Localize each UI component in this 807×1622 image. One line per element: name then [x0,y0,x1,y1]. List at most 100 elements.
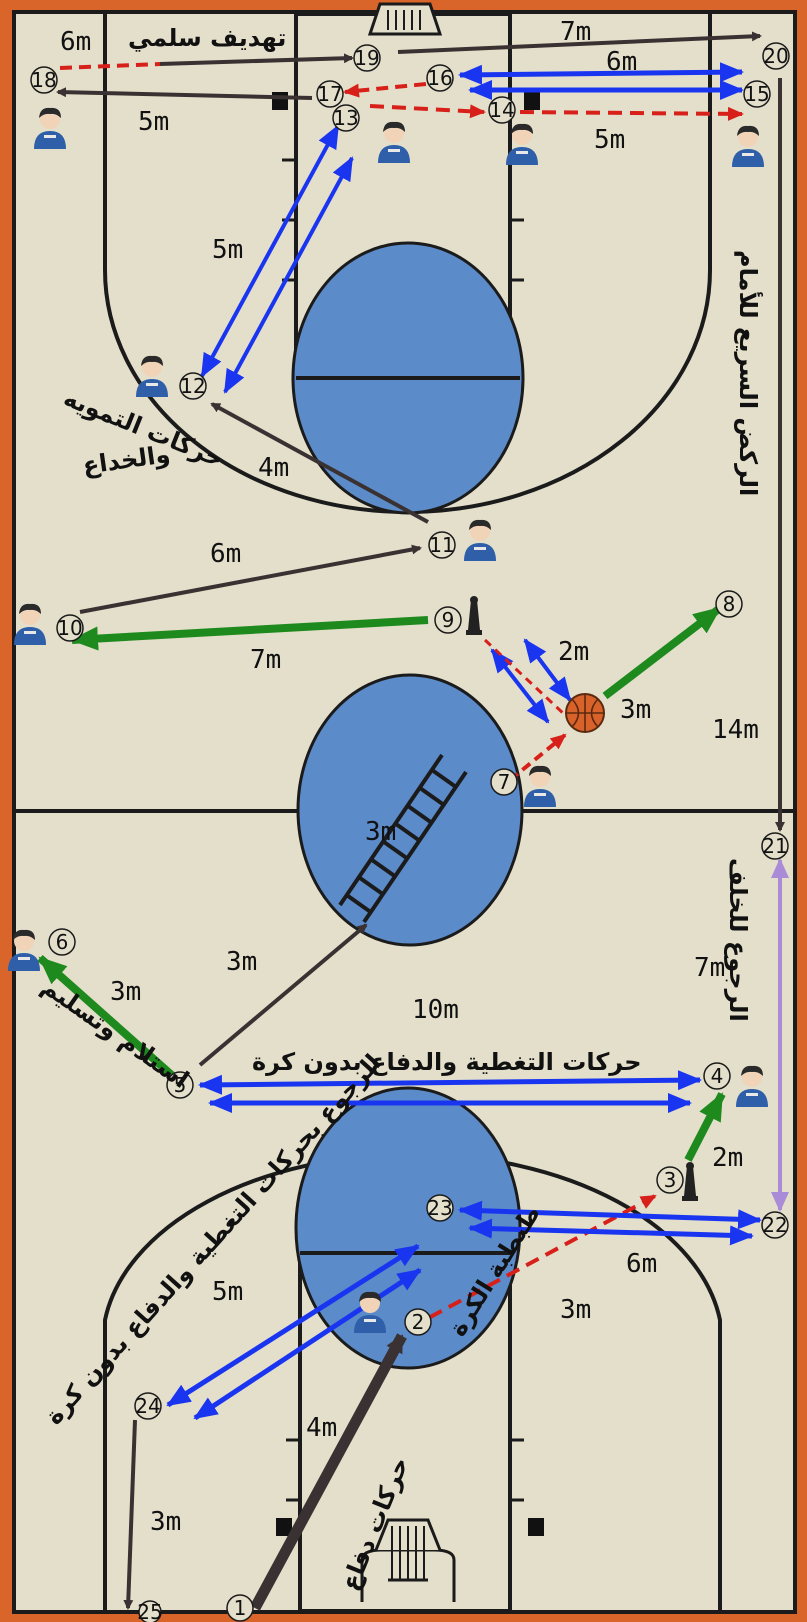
distance-24-25: 3m [150,1507,181,1537]
svg-text:20: 20 [763,44,788,68]
station-16: 16 [426,64,454,92]
arrow-5-6 [37,955,178,1081]
agility-ladder-icon [338,753,468,924]
arrow-18-19-b [159,53,354,66]
label-fast-sprint: الركض السريع للأمام [734,250,763,496]
station-15: 15 [743,80,771,108]
arrow-24-25 [123,1419,137,1610]
distance-5-6: 3m [110,977,141,1007]
block-mark-top-right [524,92,540,110]
svg-text:18: 18 [31,68,56,92]
arrow-10-11 [79,544,422,614]
basket-bottom-icon [360,1518,456,1602]
arrow-15-16-a [458,62,744,85]
distance-15-16: 6m [606,47,637,77]
arrow-ball-9-b [523,638,572,702]
distance-20-21: 14m [712,715,759,745]
station-5: 5 [166,1071,194,1099]
distance-12-13: 5m [212,235,243,265]
svg-text:10: 10 [57,616,82,640]
label-run-back: الرجوع للخلف [724,858,752,1022]
svg-text:11: 11 [429,533,454,557]
svg-text:17: 17 [317,82,342,106]
arrow-17-18 [56,87,313,100]
distance-2-3: 3m [560,1295,591,1325]
distance-21-22: 7m [694,953,725,983]
arrow-23-24-b [193,1267,422,1421]
station-1: 1 [226,1594,254,1622]
station-7: 7 [490,768,518,796]
distance-14-15: 5m [594,125,625,155]
distance-ball-8: 3m [620,695,651,725]
center-circle [296,673,524,947]
station-23: 23 [426,1194,454,1222]
distance-18-19: 6m [60,27,91,57]
svg-text:15: 15 [744,82,769,106]
station-19: 19 [353,44,381,72]
block-mark-top-left [272,92,288,110]
arrow-11-12 [210,402,429,524]
station-20: 20 [762,42,790,70]
arrow-19-20 [397,31,762,54]
arrow-9-ball-red [483,638,567,717]
svg-text:3: 3 [664,1168,677,1192]
label-cover-defense: حركات التغطية والدفاع بدون كرة [252,1048,642,1076]
svg-text:2: 2 [412,1310,425,1334]
svg-text:9: 9 [442,608,455,632]
svg-text:21: 21 [762,834,787,858]
station-9: 9 [434,606,462,634]
distance-17-18: 5m [138,107,169,137]
svg-text:5: 5 [174,1073,187,1097]
arrow-22-23-b [468,1218,754,1246]
basket-top-icon [367,2,443,36]
station-21: 21 [761,832,789,860]
arrow-12-13-b [223,156,354,394]
arrow-14-15 [519,106,744,121]
arrow-layer [37,31,789,1611]
arrow-3-4 [684,1092,726,1162]
station-13: 13 [332,104,360,132]
distance-labels: 6m 5m 7m 6m 5m 5m 4m 6m 7m 2m 3m 14m 3m … [60,17,759,1537]
distance-1-2: 4m [306,1413,337,1443]
arrow-ball-8 [602,604,723,700]
arrow-13-14 [369,104,486,119]
block-mark-bottom-left [276,1518,292,1536]
arrow-5-ladder [198,923,368,1067]
station-17: 17 [316,80,344,108]
station-18: 18 [30,66,58,94]
station-25: 25 [137,1600,163,1622]
station-3: 3 [656,1166,684,1194]
lane-hashes-bottom [286,1438,524,1502]
svg-text:25: 25 [137,1600,162,1622]
station-6: 6 [48,928,76,956]
station-14: 14 [488,96,516,124]
svg-text:16: 16 [427,66,452,90]
arrow-7-ball [508,733,567,782]
basketball-icon [565,693,605,733]
svg-text:19: 19 [354,46,379,70]
station-2: 2 [404,1308,432,1336]
svg-text:7: 7 [498,770,511,794]
distance-3-4: 2m [712,1143,743,1173]
arrow-16-17 [343,82,427,98]
distance-4-5: 10m [412,995,459,1025]
distance-ladder: 3m [365,817,396,847]
distance-22-23: 6m [626,1249,657,1279]
svg-text:14: 14 [489,98,514,122]
arrow-22-23-a [458,1200,762,1230]
arrow-18-19 [59,62,161,70]
distance-9-10: 7m [250,645,281,675]
svg-text:24: 24 [135,1394,160,1418]
arrow-4-5-a [198,1070,702,1095]
block-mark-bottom-right [528,1518,544,1536]
station-24: 24 [134,1392,162,1420]
station-4: 4 [703,1062,731,1090]
distance-11-12: 4m [258,453,289,483]
arrow-ball-9-a [490,648,550,724]
distance-5-ladder: 3m [226,947,257,977]
label-passive-shot: تهديف سلمي [128,24,286,52]
svg-text:1: 1 [234,1596,247,1620]
svg-text:8: 8 [723,592,736,616]
svg-text:13: 13 [333,106,358,130]
